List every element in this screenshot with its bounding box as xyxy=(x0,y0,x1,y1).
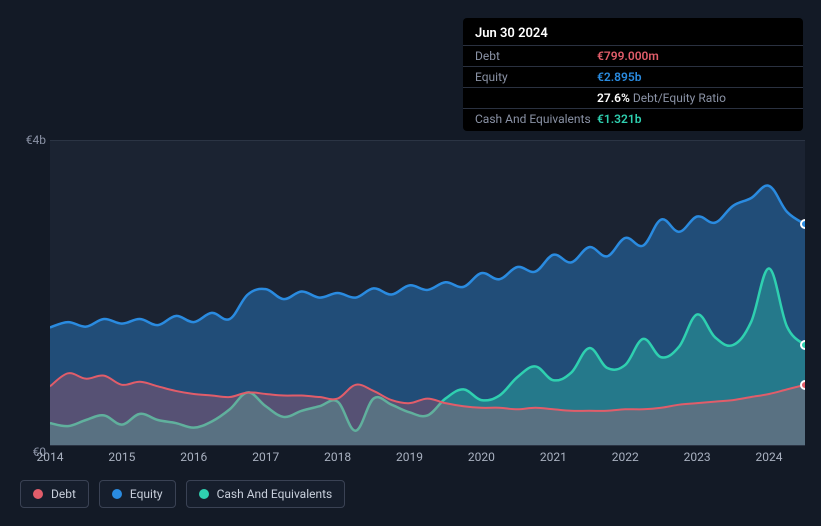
legend-label: Cash And Equivalents xyxy=(217,487,333,501)
x-axis-tick: 2015 xyxy=(108,450,135,464)
tooltip-label xyxy=(475,91,597,105)
legend: Debt Equity Cash And Equivalents xyxy=(20,480,345,508)
gridline xyxy=(50,140,805,141)
legend-dot-icon xyxy=(112,489,122,499)
legend-label: Debt xyxy=(51,487,76,501)
tooltip-date: Jun 30 2024 xyxy=(463,20,803,45)
x-axis-tick: 2016 xyxy=(180,450,207,464)
chart-svg xyxy=(50,140,805,446)
y-axis-label-top: €4b xyxy=(16,134,46,146)
tooltip-value: €1.321b xyxy=(597,112,641,126)
legend-dot-icon xyxy=(33,489,43,499)
tooltip-row-equity: Equity €2.895b xyxy=(463,66,803,87)
x-axis-tick: 2021 xyxy=(540,450,567,464)
series-end-marker-equity xyxy=(800,219,805,229)
legend-item-cash[interactable]: Cash And Equivalents xyxy=(186,480,346,508)
x-axis: 2014201520162017201820192020202120222023… xyxy=(50,450,805,466)
x-axis-tick: 2022 xyxy=(612,450,639,464)
tooltip-value: €799.000m xyxy=(597,49,659,63)
tooltip-label: Equity xyxy=(475,70,597,84)
x-axis-tick: 2014 xyxy=(37,450,64,464)
tooltip-label: Debt xyxy=(475,49,597,63)
legend-item-equity[interactable]: Equity xyxy=(99,480,176,508)
tooltip-row-cash: Cash And Equivalents €1.321b xyxy=(463,108,803,129)
x-axis-tick: 2024 xyxy=(756,450,783,464)
plot-area[interactable] xyxy=(50,140,805,446)
tooltip-value: 27.6% Debt/Equity Ratio xyxy=(597,91,726,105)
series-end-marker-cash xyxy=(800,340,805,350)
legend-item-debt[interactable]: Debt xyxy=(20,480,89,508)
legend-label: Equity xyxy=(130,487,163,501)
series-end-marker-debt xyxy=(800,380,805,390)
x-axis-tick: 2017 xyxy=(252,450,279,464)
chart[interactable]: €4b €0 201420152016201720182019202020212… xyxy=(16,124,805,466)
gridline xyxy=(50,445,805,446)
x-axis-tick: 2020 xyxy=(468,450,495,464)
tooltip-row-debt: Debt €799.000m xyxy=(463,45,803,66)
tooltip-value: €2.895b xyxy=(597,70,641,84)
x-axis-tick: 2023 xyxy=(684,450,711,464)
tooltip-label: Cash And Equivalents xyxy=(475,112,597,126)
legend-dot-icon xyxy=(199,489,209,499)
tooltip-row-ratio: 27.6% Debt/Equity Ratio xyxy=(463,87,803,108)
tooltip-card: Jun 30 2024 Debt €799.000m Equity €2.895… xyxy=(463,18,803,131)
x-axis-tick: 2018 xyxy=(324,450,351,464)
x-axis-tick: 2019 xyxy=(396,450,423,464)
